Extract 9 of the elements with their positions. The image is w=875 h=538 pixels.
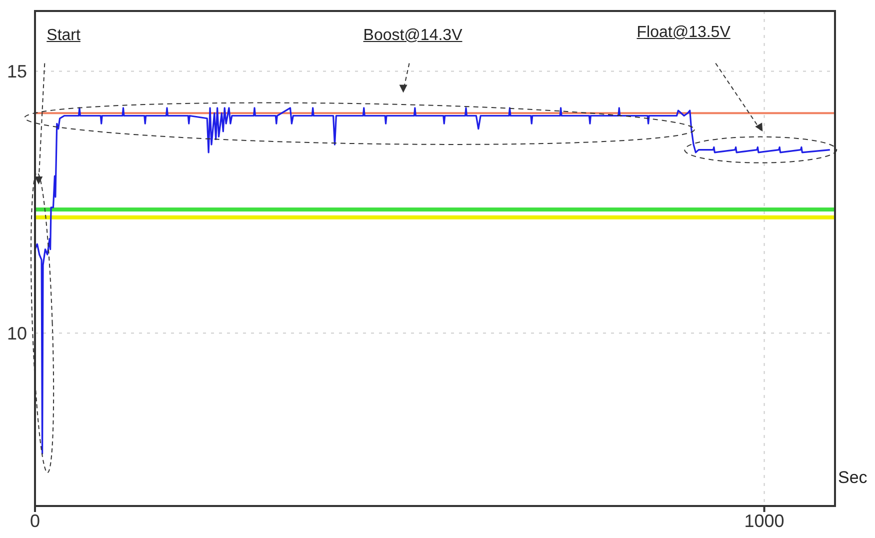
line-series <box>35 107 831 454</box>
annotation: Float@13.5V <box>636 24 730 42</box>
x-axis-title: Sec <box>838 468 868 488</box>
x-tick-label: 0 <box>30 510 40 531</box>
y-tick-label: 10 <box>6 324 27 344</box>
y-tick-label: 15 <box>6 62 27 82</box>
annotation: Start <box>46 26 80 45</box>
x-tick-label: 1000 <box>744 510 784 531</box>
annotation: Boost@14.3V <box>363 26 462 45</box>
